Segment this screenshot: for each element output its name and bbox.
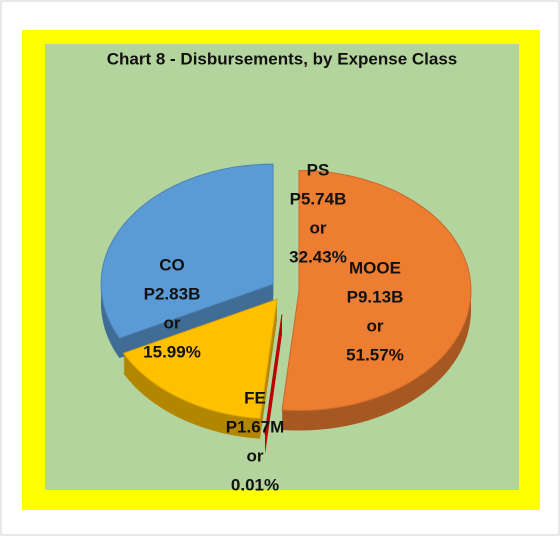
slice <box>281 170 472 412</box>
amount-label: P2.83B <box>144 284 201 303</box>
value-label: 51.57% <box>346 345 404 364</box>
connector-label: or <box>367 316 384 335</box>
slice <box>122 298 278 420</box>
slice <box>264 314 283 435</box>
slice-label: MOOE <box>349 258 401 277</box>
slice-label: CO <box>159 255 185 274</box>
value-label: 32.43% <box>289 247 347 266</box>
connector-label: or <box>310 218 327 237</box>
amount-label: P9.13B <box>347 287 404 306</box>
connector-label: or <box>164 313 181 332</box>
value-label: 15.99% <box>143 342 201 361</box>
amount-label: P1.67M <box>226 417 285 436</box>
slice-edge <box>265 314 282 454</box>
slice-label: PS <box>307 160 330 179</box>
chart-title: Chart 8 - Disbursements, by Expense Clas… <box>107 49 458 68</box>
amount-label: P5.74B <box>290 189 347 208</box>
slice-label: FE <box>244 388 266 407</box>
connector-label: or <box>247 446 264 465</box>
value-label: 0.01% <box>231 475 279 494</box>
slice <box>100 163 274 339</box>
